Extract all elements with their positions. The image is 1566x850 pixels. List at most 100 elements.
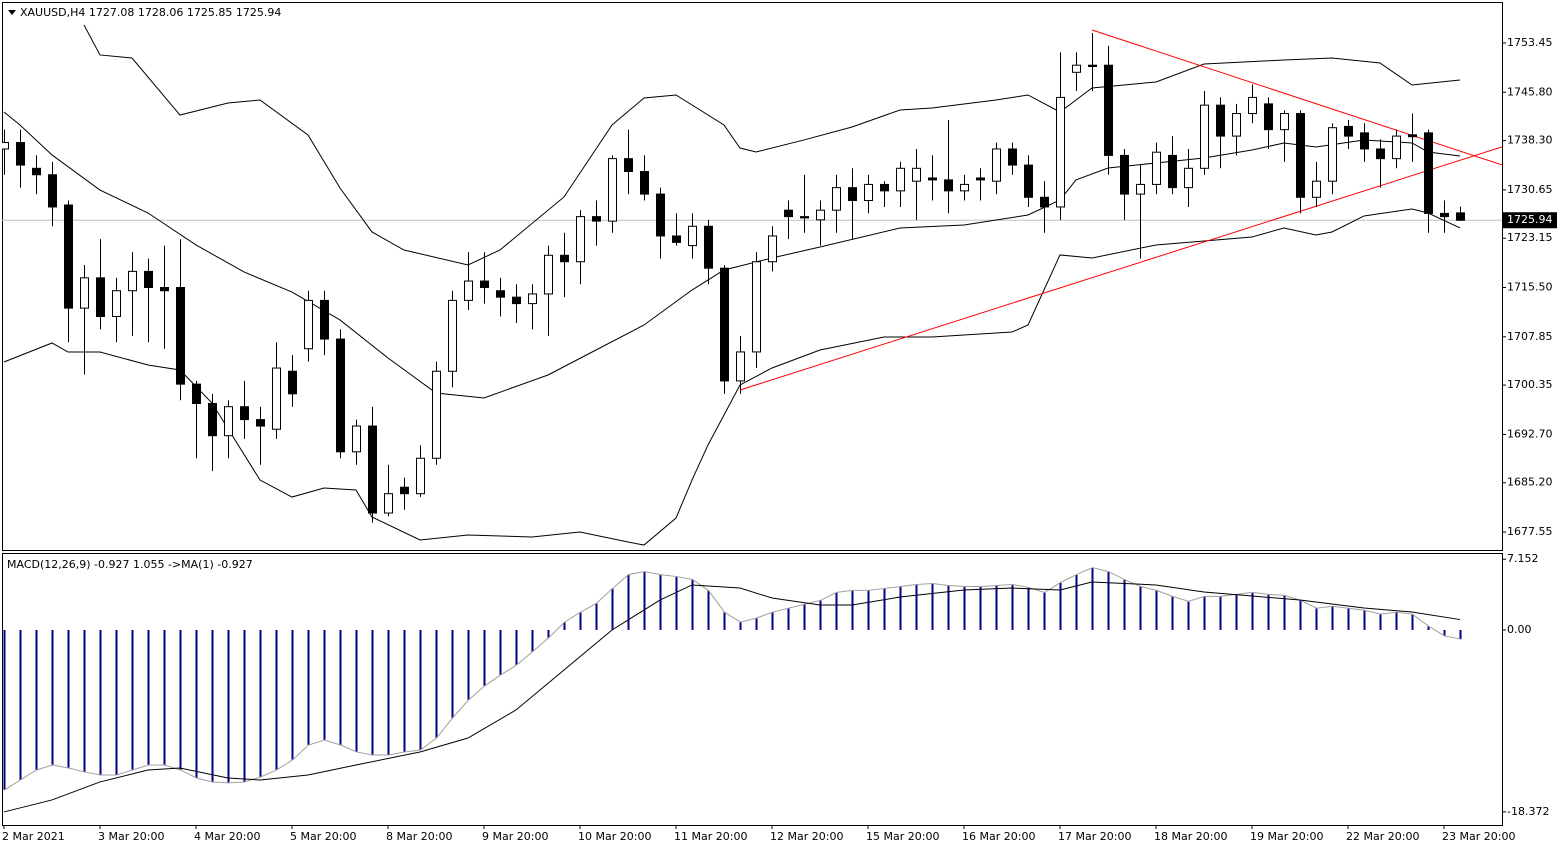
candle-body — [832, 187, 841, 211]
candle-body — [368, 425, 377, 514]
candle-body — [1440, 212, 1449, 218]
candle-body — [1216, 104, 1225, 137]
candle-body — [464, 280, 473, 301]
x-tick-label: 11 Mar 20:00 — [674, 830, 747, 843]
candle-body — [1328, 127, 1337, 182]
candle-body — [496, 290, 505, 298]
candle-body — [1280, 113, 1289, 131]
candle-body — [208, 402, 217, 437]
candle-body — [32, 167, 41, 176]
macd-header: MACD(12,26,9) -0.927 1.055 ->MA(1) -0.92… — [7, 558, 253, 571]
candle-body — [608, 158, 617, 222]
candle-body — [528, 293, 537, 305]
y-tick-label: 1692.70 — [1507, 427, 1553, 440]
y-tick-label: 1730.65 — [1507, 183, 1553, 196]
axes: 1753.45 1745.80 1738.30 1730.65 1723.15 1715.… — [2, 36, 1557, 843]
x-tick-label: 2 Mar 2021 — [2, 830, 65, 843]
candle-body — [992, 148, 1001, 182]
candle-body — [80, 277, 89, 309]
candle-body — [1264, 103, 1273, 131]
candle-body — [976, 177, 985, 181]
candle-body — [48, 174, 57, 208]
candle-body — [1456, 212, 1465, 221]
candle-body — [224, 406, 233, 437]
candle-body — [656, 193, 665, 237]
candle-body — [1056, 96, 1065, 208]
candle-body — [240, 406, 249, 421]
y-tick-label: 1700.35 — [1507, 378, 1553, 391]
candle-body — [736, 351, 745, 382]
candle-body — [16, 142, 25, 166]
candle-body — [1376, 148, 1385, 160]
candle-body — [176, 287, 185, 385]
candle-body — [352, 425, 361, 453]
candle-body — [64, 204, 73, 309]
candle-body — [256, 419, 265, 427]
candle-body — [144, 270, 153, 289]
x-tick-label: 19 Mar 20:00 — [1250, 830, 1323, 843]
candle-body — [1248, 96, 1257, 115]
x-tick-label: 10 Mar 20:00 — [578, 830, 651, 843]
x-tick-label: 15 Mar 20:00 — [866, 830, 939, 843]
menu-arrow — [8, 10, 16, 15]
y-tick-label: 1707.85 — [1507, 330, 1553, 343]
x-tick-label: 18 Mar 20:00 — [1154, 830, 1227, 843]
candle-body — [128, 270, 137, 292]
candle-body — [1360, 132, 1369, 150]
candle-body — [416, 457, 425, 495]
candle-body — [304, 299, 313, 350]
candle-body — [544, 254, 553, 295]
candle-body — [704, 225, 713, 269]
candle-body — [320, 299, 329, 340]
candle-body — [848, 187, 857, 202]
x-tick-label: 5 Mar 20:00 — [290, 830, 356, 843]
candle-body — [768, 235, 777, 263]
candle-body — [864, 183, 873, 202]
candle-body — [672, 235, 681, 243]
candle-body — [928, 177, 937, 181]
candle-body — [112, 290, 121, 317]
macd-panel — [2, 553, 1503, 826]
candle-body — [688, 225, 697, 247]
candle-body — [1200, 104, 1209, 169]
candle-body — [1232, 113, 1241, 137]
x-tick-label: 22 Mar 20:00 — [1346, 830, 1419, 843]
y-tick-label: -18.372 — [1507, 805, 1549, 818]
signal-line — [3, 581, 1461, 813]
bollinger-upper — [83, 24, 1461, 266]
candle-body — [160, 287, 169, 292]
candle-body — [1024, 164, 1033, 198]
candle-body — [1072, 64, 1081, 73]
symbol-header: XAUUSD,H4 1727.08 1728.06 1725.85 1725.9… — [20, 6, 281, 19]
candle-body — [400, 486, 409, 495]
y-tick-label: 1723.15 — [1507, 231, 1553, 244]
candle-body — [592, 216, 601, 222]
candle-body — [480, 280, 489, 289]
candle-body — [880, 183, 889, 192]
candle-body — [1040, 196, 1049, 208]
last-price-box — [1503, 212, 1557, 229]
candle-body — [720, 267, 729, 382]
candle-body — [2, 142, 9, 150]
x-tick-label: 4 Mar 20:00 — [194, 830, 260, 843]
trendline — [739, 146, 1502, 391]
candle-body — [1104, 64, 1113, 156]
y-tick-label: 1715.50 — [1507, 281, 1553, 294]
candle-body — [1136, 183, 1145, 195]
candle-body — [944, 179, 953, 192]
candle-body — [912, 167, 921, 182]
candle-body — [1008, 148, 1017, 166]
trendline — [1091, 29, 1502, 166]
x-tick-label: 9 Mar 20:00 — [482, 830, 548, 843]
macd-plot — [3, 567, 1462, 813]
candle-body — [896, 167, 905, 192]
candle-body — [752, 261, 761, 353]
candle-body — [384, 493, 393, 514]
candle-body — [96, 277, 105, 317]
candle-body — [800, 216, 809, 219]
candle-body — [1424, 132, 1433, 214]
x-tick-label: 12 Mar 20:00 — [770, 830, 843, 843]
candle-body — [1312, 180, 1321, 198]
